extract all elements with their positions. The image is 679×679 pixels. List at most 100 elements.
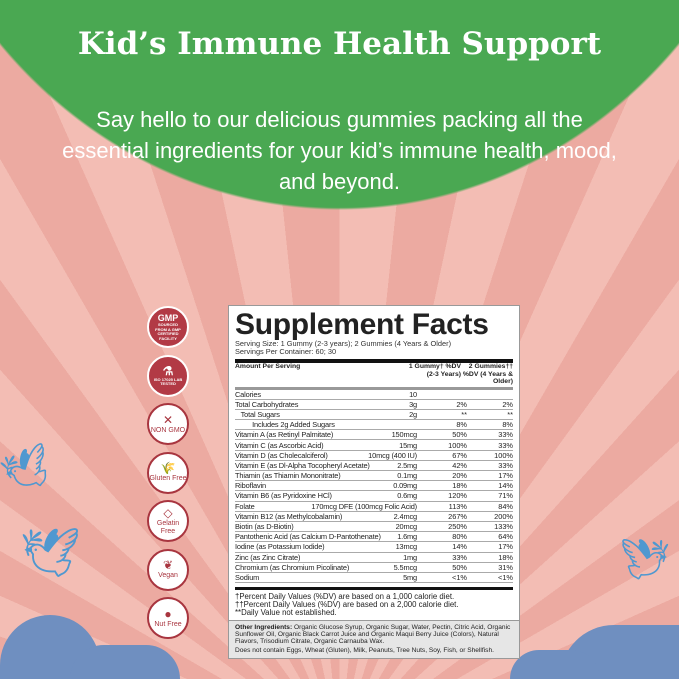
- dv-1-gummy: 67%: [452, 450, 467, 460]
- badge-label: Vegan: [158, 572, 178, 579]
- page-title: Kid’s Immune Health Support: [77, 26, 602, 62]
- amount: 1mg: [403, 552, 417, 562]
- nutrient-name: Vitamin A (as Retinyl Palmitate): [235, 430, 334, 440]
- badge-glyph: 🌾: [160, 461, 176, 475]
- dv-2-gummies: 84%: [498, 501, 513, 511]
- dv-2-gummies: 33%: [498, 430, 513, 440]
- amount: 0.09mg: [393, 481, 417, 491]
- column-header-amount: Amount Per Serving: [235, 363, 301, 370]
- dv-1-gummy: 33%: [452, 552, 467, 562]
- dv-2-gummies: 18%: [498, 552, 513, 562]
- dv-1-gummy: 100%: [448, 440, 467, 450]
- other-ingredients-text: Organic Glucose Syrup, Organic Sugar, Wa…: [235, 624, 511, 646]
- dv-2-gummies: 2%: [502, 399, 513, 409]
- facts-row: Thiamin (as Thiamin Mononitrate) 0.1mg 20%…: [235, 471, 513, 482]
- other-ingredients-label: Other Ingredients:: [235, 624, 293, 632]
- nutrient-name: Biotin (as D-Biotin): [235, 522, 294, 532]
- facts-row: Calories 10: [235, 390, 513, 400]
- facts-row: Pantothenic Acid (as Calcium D-Pantothen…: [235, 532, 513, 543]
- nutrient-name: Zinc (as Zinc Citrate): [235, 552, 301, 562]
- allergen-statement: Does not contain Eggs, Wheat (Gluten), M…: [235, 647, 494, 655]
- amount: 20mcg: [395, 522, 418, 532]
- other-ingredients: Other Ingredients: Organic Glucose Syrup…: [229, 620, 519, 659]
- dv-1-gummy: 50%: [452, 430, 467, 440]
- dv-1-gummy: 80%: [452, 532, 467, 542]
- green-header-band: [0, 0, 679, 215]
- facts-row: Biotin (as D-Biotin) 20mcg 250% 133%: [235, 522, 513, 533]
- facts-row: Chromium (as Chromium Picolinate) 5.5mcg 5…: [235, 563, 513, 573]
- dv-1-gummy: <1%: [452, 572, 467, 582]
- dv-2-gummies: 17%: [498, 542, 513, 552]
- facts-row: Folate 170mcg DFE (100mcg Folic Acid) 113%…: [235, 502, 513, 512]
- dv-1-gummy: **: [461, 409, 467, 419]
- nutrient-name: Vitamin D (as Cholecalciferol): [235, 450, 328, 460]
- servings-per-container: Servings Per Container: 60; 30: [235, 347, 337, 356]
- facts-row: Includes 2g Added Sugars 8% 8%: [235, 420, 513, 431]
- nutrient-name: Total Carbohydrates: [235, 399, 299, 409]
- nutrient-name: Pantothenic Acid (as Calcium D-Pantothen…: [235, 532, 381, 542]
- badge-glyph: ✕: [162, 412, 174, 427]
- non-gmo-icon: ✕ NON GMO: [147, 403, 189, 445]
- badge-label: Nut Free: [154, 620, 182, 628]
- dv-1-gummy: 18%: [452, 481, 467, 491]
- gmp-seal-icon: GMP SOURCED FROM A GMP CERTIFIED FACILITY: [147, 306, 189, 348]
- footnote: †Percent Daily Values (%DV) are based on…: [235, 592, 455, 602]
- nutrient-name: Total Sugars: [235, 409, 280, 419]
- serving-size: Serving Size: 1 Gummy (2-3 years); 2 Gum…: [235, 339, 452, 348]
- nutrient-name: Vitamin C (as Ascorbic Acid): [235, 440, 324, 450]
- facts-row: Vitamin E (as Dl-Alpha Tocopheryl Acetat…: [235, 461, 513, 471]
- dv-1-gummy: 2%: [456, 399, 467, 409]
- badge-label: SOURCED FROM A GMP CERTIFIED FACILITY: [155, 322, 181, 341]
- nutrient-name: Riboflavin: [235, 481, 266, 491]
- amount: 3g: [409, 399, 417, 409]
- amount: 170mcg DFE (100mcg Folic Acid): [311, 501, 417, 511]
- amount: 10mcg (400 IU): [368, 450, 417, 460]
- facts-row: Total Sugars 2g ** **: [235, 409, 513, 421]
- nutrient-name: Calories: [235, 389, 261, 399]
- facts-row: Vitamin C (as Ascorbic Acid) 15mg 100% 33%: [235, 440, 513, 451]
- footnote: ††Percent Daily Values (%DV) are based o…: [235, 600, 459, 610]
- amount: 150mcg: [391, 430, 418, 440]
- nutrient-name: Chromium (as Chromium Picolinate): [235, 562, 350, 572]
- footnote: **Daily Value not established.: [235, 608, 337, 618]
- dv-2-gummies: 133%: [494, 522, 513, 532]
- nutrient-name: Vitamin B12 (as Methylcobalamin): [235, 511, 343, 521]
- column-header-1-gummy: 1 Gummy† %DV (2-3 Years): [408, 363, 461, 378]
- badge-glyph: GMP: [157, 313, 179, 323]
- subtitle: Say hello to our delicious gummies packi…: [62, 107, 617, 194]
- amount: 1.6mg: [397, 532, 417, 542]
- nutrient-name: Folate: [235, 501, 255, 511]
- dv-2-gummies: 71%: [498, 491, 513, 501]
- amount: 2.5mg: [397, 460, 417, 470]
- dv-1-gummy: 113%: [448, 501, 467, 511]
- nutrient-name: Includes 2g Added Sugars: [235, 420, 335, 430]
- badge-label: ISO 17025 LAB TESTED: [153, 376, 183, 386]
- amount: 10: [409, 389, 417, 399]
- amount: 0.6mg: [397, 491, 417, 501]
- dv-1-gummy: 8%: [456, 420, 467, 430]
- facts-row: Zinc (as Zinc Citrate) 1mg 33% 18%: [235, 553, 513, 563]
- dv-2-gummies: <1%: [498, 572, 513, 582]
- dv-2-gummies: 200%: [494, 511, 513, 521]
- footnotes: †Percent Daily Values (%DV) are based on…: [235, 587, 513, 620]
- badge-label: NON GMO: [150, 426, 186, 434]
- facts-row: Vitamin D (as Cholecalciferol) 10mcg (400…: [235, 451, 513, 461]
- dv-1-gummy: 14%: [452, 542, 467, 552]
- dv-2-gummies: 100%: [494, 450, 513, 460]
- dv-2-gummies: 17%: [498, 471, 513, 481]
- dv-1-gummy: 42%: [452, 460, 467, 470]
- amount: 2.4mcg: [393, 511, 417, 521]
- cloud-left: [70, 645, 180, 679]
- dv-2-gummies: 64%: [498, 532, 513, 542]
- dv-1-gummy: 120%: [448, 491, 467, 501]
- nut-free-icon: ● Nut Free: [147, 597, 189, 639]
- amount: 5mg: [403, 572, 417, 582]
- dv-1-gummy: 20%: [452, 471, 467, 481]
- bird-icon: 🕊: [20, 527, 81, 580]
- facts-header-row: Amount Per Serving 1 Gummy† %DV (2-3 Yea…: [235, 363, 513, 390]
- badge-glyph: ◇: [163, 505, 173, 520]
- dv-2-gummies: 14%: [498, 481, 513, 491]
- amount: 13mcg: [395, 542, 418, 552]
- dv-2-gummies: 8%: [502, 420, 513, 430]
- column-header-2-gummies: 2 Gummies†† %DV (4 Years & Older): [462, 363, 513, 385]
